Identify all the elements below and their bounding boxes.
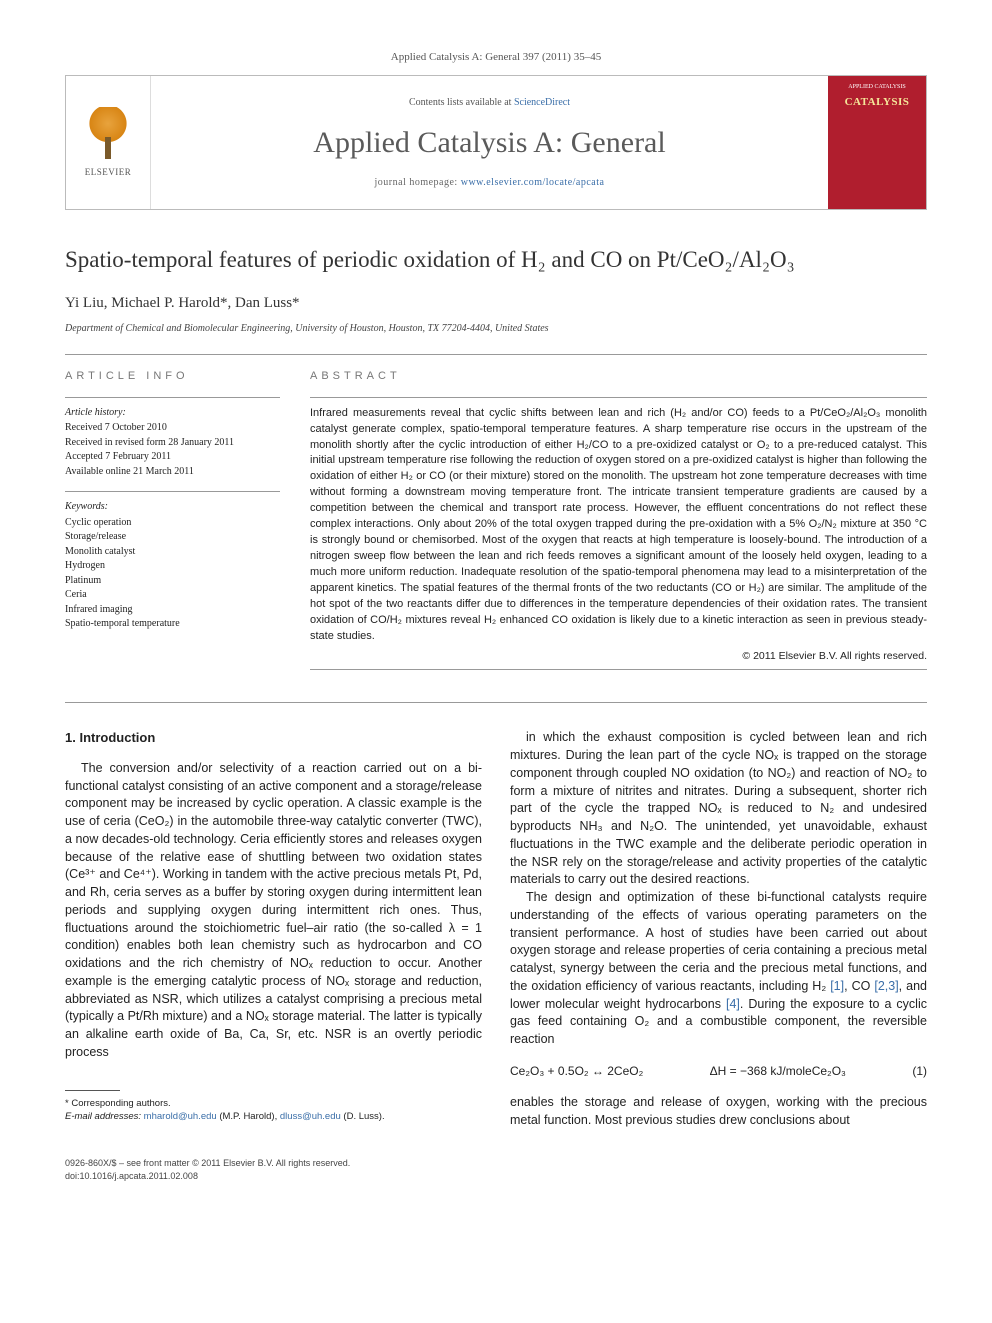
equation: Ce₂O₃ + 0.5O₂ ↔ 2CeO₂ ΔH = −368 kJ/moleC… — [510, 1063, 927, 1080]
email-line: E-mail addresses: mharold@uh.edu (M.P. H… — [65, 1110, 482, 1123]
cover-title: CATALYSIS — [845, 95, 910, 110]
elsevier-tree-icon — [83, 107, 133, 162]
divider — [65, 354, 927, 355]
journal-cover-thumb: APPLIED CATALYSIS CATALYSIS — [828, 76, 926, 209]
article-info-heading: ARTICLE INFO — [65, 369, 280, 384]
body-paragraph: in which the exhaust composition is cycl… — [510, 729, 927, 889]
contents-prefix: Contents lists available at — [409, 97, 514, 108]
journal-header: ELSEVIER Contents lists available at Sci… — [65, 75, 927, 210]
authors: Yi Liu, Michael P. Harold*, Dan Luss* — [65, 293, 927, 314]
sciencedirect-link[interactable]: ScienceDirect — [514, 97, 570, 108]
publisher-name: ELSEVIER — [85, 166, 132, 179]
body-text: , CO — [844, 979, 874, 993]
body-paragraph: enables the storage and release of oxyge… — [510, 1094, 927, 1130]
keyword: Ceria — [65, 588, 280, 603]
keywords-label: Keywords: — [65, 500, 280, 515]
equation-number: (1) — [912, 1063, 927, 1080]
history-item: Available online 21 March 2011 — [65, 465, 280, 480]
footer-doi: doi:10.1016/j.apcata.2011.02.008 — [65, 1170, 927, 1183]
keyword: Cyclic operation — [65, 516, 280, 531]
keyword: Spatio-temporal temperature — [65, 617, 280, 632]
keyword: Hydrogen — [65, 559, 280, 574]
journal-name: Applied Catalysis A: General — [313, 122, 665, 164]
corresponding-note: * Corresponding authors. — [65, 1097, 482, 1110]
keyword: Infrared imaging — [65, 603, 280, 618]
email-link[interactable]: dluss@uh.edu — [280, 1111, 341, 1122]
article-info-column: ARTICLE INFO Article history: Received 7… — [65, 369, 280, 670]
section-heading: 1. Introduction — [65, 729, 482, 747]
article-title: Spatio-temporal features of periodic oxi… — [65, 245, 927, 275]
contents-line: Contents lists available at ScienceDirec… — [409, 96, 570, 110]
page-footer: 0926-860X/$ – see front matter © 2011 El… — [65, 1157, 927, 1182]
equation-dh: ΔH = −368 kJ/moleCe₂O₃ — [710, 1063, 846, 1080]
body-paragraph: The design and optimization of these bi-… — [510, 889, 927, 1049]
email-who: (D. Luss). — [341, 1111, 385, 1122]
publisher-logo-block: ELSEVIER — [66, 76, 151, 209]
footnotes: * Corresponding authors. E-mail addresse… — [65, 1097, 482, 1124]
abstract-copyright: © 2011 Elsevier B.V. All rights reserved… — [310, 649, 927, 664]
body-text: The design and optimization of these bi-… — [510, 890, 927, 993]
header-center: Contents lists available at ScienceDirec… — [151, 76, 828, 209]
email-link[interactable]: mharold@uh.edu — [144, 1111, 217, 1122]
journal-reference: Applied Catalysis A: General 397 (2011) … — [65, 50, 927, 65]
body-two-column: 1. Introduction The conversion and/or se… — [65, 729, 927, 1129]
keyword: Platinum — [65, 574, 280, 589]
history-item: Received in revised form 28 January 2011 — [65, 436, 280, 451]
citation-link[interactable]: [4] — [726, 997, 740, 1011]
footnote-separator — [65, 1090, 120, 1091]
keyword: Storage/release — [65, 530, 280, 545]
body-paragraph: The conversion and/or selectivity of a r… — [65, 760, 482, 1062]
equation-lhs: Ce₂O₃ + 0.5O₂ ↔ 2CeO₂ — [510, 1063, 643, 1080]
abstract-text: Infrared measurements reveal that cyclic… — [310, 406, 927, 645]
history-label: Article history: — [65, 406, 280, 421]
history-item: Accepted 7 February 2011 — [65, 450, 280, 465]
abstract-heading: ABSTRACT — [310, 369, 927, 384]
history-item: Received 7 October 2010 — [65, 421, 280, 436]
citation-link[interactable]: [1] — [830, 979, 844, 993]
cover-top-text: APPLIED CATALYSIS — [848, 84, 905, 91]
journal-homepage-link[interactable]: www.elsevier.com/locate/apcata — [461, 177, 605, 188]
footer-line: 0926-860X/$ – see front matter © 2011 El… — [65, 1157, 927, 1170]
email-label: E-mail addresses: — [65, 1111, 144, 1122]
affiliation: Department of Chemical and Biomolecular … — [65, 322, 927, 336]
keyword: Monolith catalyst — [65, 545, 280, 560]
abstract-column: ABSTRACT Infrared measurements reveal th… — [310, 369, 927, 670]
homepage-prefix: journal homepage: — [375, 177, 461, 188]
homepage-line: journal homepage: www.elsevier.com/locat… — [375, 176, 605, 190]
email-who: (M.P. Harold), — [217, 1111, 280, 1122]
citation-link[interactable]: [2,3] — [874, 979, 898, 993]
